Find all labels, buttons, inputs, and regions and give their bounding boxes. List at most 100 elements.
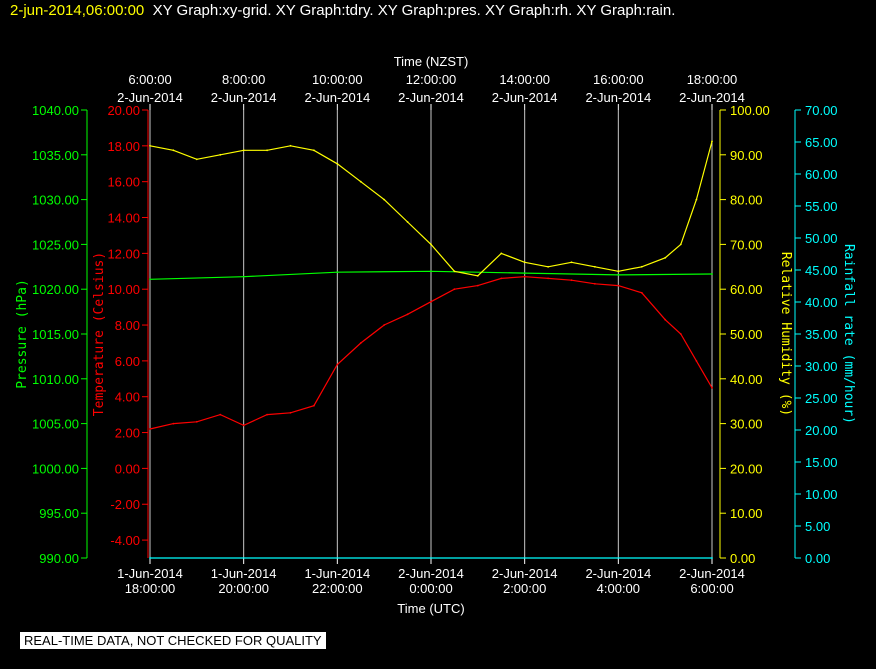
temperature-tick-label: 4.00 bbox=[115, 390, 140, 405]
humidity-tick-label: 30.00 bbox=[730, 417, 763, 432]
pressure-tick-label: 1000.00 bbox=[32, 461, 79, 476]
x-tick-label: 2-Jun-2014 bbox=[679, 566, 745, 581]
top-tick-label: 18:00:00 bbox=[687, 72, 738, 87]
pressure-tick-label: 1020.00 bbox=[32, 282, 79, 297]
series-rh-point bbox=[664, 256, 667, 259]
top-tick-label: 16:00:00 bbox=[593, 72, 644, 87]
series-pres-point bbox=[336, 271, 339, 274]
humidity-tick-label: 10.00 bbox=[730, 506, 763, 521]
x-tick-label: 2-Jun-2014 bbox=[398, 566, 464, 581]
top-tick-label: 2-Jun-2014 bbox=[585, 90, 651, 105]
series-rh-point bbox=[406, 221, 409, 223]
series-tdry-line bbox=[149, 276, 713, 430]
rain-tick-label: 40.00 bbox=[805, 295, 838, 310]
x-tick-label: 1-Jun-2014 bbox=[211, 566, 277, 581]
pressure-tick-label: 1035.00 bbox=[32, 148, 79, 163]
top-tick-label: 2-Jun-2014 bbox=[398, 90, 464, 105]
pressure-tick-label: 1040.00 bbox=[32, 103, 79, 118]
rain-tick-label: 35.00 bbox=[805, 327, 838, 342]
top-tick-label: 10:00:00 bbox=[312, 72, 363, 87]
series-rh-point bbox=[594, 265, 596, 268]
series-tdry-point bbox=[453, 288, 456, 291]
x-tick-label: 20:00:00 bbox=[218, 581, 269, 596]
series-rh-point bbox=[617, 270, 620, 273]
x-tick-label: 2-Jun-2014 bbox=[492, 566, 558, 581]
pressure-tick-label: 1015.00 bbox=[32, 327, 79, 342]
humidity-tick-label: 90.00 bbox=[730, 148, 763, 163]
series-pres-point bbox=[430, 270, 432, 273]
series-pres-point bbox=[617, 274, 620, 276]
temperature-tick-label: 10.00 bbox=[107, 282, 140, 297]
series-rh-point bbox=[219, 153, 222, 156]
humidity-tick-label: 40.00 bbox=[730, 372, 763, 387]
top-tick-label: 14:00:00 bbox=[499, 72, 550, 87]
series-tdry-point bbox=[570, 279, 573, 282]
temperature-tick-label: 0.00 bbox=[115, 461, 140, 476]
rain-tick-label: 30.00 bbox=[805, 359, 838, 374]
series-tdry-point bbox=[679, 333, 682, 335]
series-rh-point bbox=[336, 162, 339, 165]
series-tdry-point bbox=[695, 360, 698, 362]
series-rh-point bbox=[679, 243, 682, 246]
rain-tick-label: 0.00 bbox=[805, 551, 830, 566]
chart-header: 2-jun-2014,06:00:00 XY Graph:xy-grid. XY… bbox=[10, 2, 675, 19]
series-tdry-point bbox=[547, 277, 549, 280]
series-tdry-point bbox=[289, 411, 292, 414]
series-tdry-point bbox=[617, 284, 620, 287]
temperature-tick-label: -2.00 bbox=[110, 497, 140, 512]
x-tick-label: 1-Jun-2014 bbox=[117, 566, 183, 581]
temperature-tick-label: 14.00 bbox=[107, 211, 140, 226]
pressure-axis-label: Pressure (hPa) bbox=[15, 279, 30, 389]
humidity-axis-label: Relative Humidity (%) bbox=[778, 252, 793, 416]
series-rh-point bbox=[172, 149, 175, 152]
series-tdry-point bbox=[664, 318, 667, 321]
humidity-tick-label: 20.00 bbox=[730, 461, 763, 476]
series-tdry-point bbox=[500, 277, 503, 280]
pressure-tick-label: 990.00 bbox=[39, 551, 79, 566]
series-tdry-point bbox=[476, 284, 479, 287]
x-tick-label: 2:00:00 bbox=[503, 581, 546, 596]
series-tdry-point bbox=[313, 404, 315, 407]
x-tick-label: 18:00:00 bbox=[125, 581, 176, 596]
x-tick-label: 1-Jun-2014 bbox=[304, 566, 370, 581]
humidity-tick-label: 70.00 bbox=[730, 237, 763, 252]
rain-tick-label: 45.00 bbox=[805, 263, 838, 278]
pressure-tick-label: 995.00 bbox=[39, 506, 79, 521]
humidity-tick-label: 60.00 bbox=[730, 282, 763, 297]
temperature-tick-label: 6.00 bbox=[115, 354, 140, 369]
pressure-tick-label: 1005.00 bbox=[32, 417, 79, 432]
top-axis-label: Time (NZST) bbox=[394, 54, 469, 69]
pressure-tick-label: 1030.00 bbox=[32, 193, 79, 208]
pressure-tick-label: 1025.00 bbox=[32, 237, 79, 252]
temperature-tick-label: 2.00 bbox=[115, 426, 140, 441]
series-rh-line bbox=[149, 141, 713, 277]
series-rh-point bbox=[149, 144, 151, 147]
humidity-tick-label: 100.00 bbox=[730, 103, 770, 118]
series-tdry-point bbox=[359, 342, 362, 344]
series-rh-point bbox=[383, 198, 386, 201]
top-tick-label: 2-Jun-2014 bbox=[492, 90, 558, 105]
top-tick-label: 6:00:00 bbox=[128, 72, 171, 87]
temperature-tick-label: -4.00 bbox=[110, 533, 140, 548]
quality-disclaimer: REAL-TIME DATA, NOT CHECKED FOR QUALITY bbox=[20, 632, 326, 649]
series-tdry-point bbox=[711, 386, 713, 389]
rain-tick-label: 25.00 bbox=[805, 391, 838, 406]
temperature-tick-label: 12.00 bbox=[107, 246, 140, 261]
pressure-tick-label: 1010.00 bbox=[32, 372, 79, 387]
series-rh-point bbox=[523, 261, 526, 264]
rain-tick-label: 10.00 bbox=[805, 487, 838, 502]
top-tick-label: 2-Jun-2014 bbox=[117, 90, 183, 105]
series-pres-point bbox=[242, 275, 245, 278]
temperature-tick-label: 8.00 bbox=[115, 318, 140, 333]
series-rh-point bbox=[242, 149, 245, 152]
series-tdry-point bbox=[594, 282, 596, 285]
series-rh-point bbox=[640, 265, 643, 268]
temperature-tick-label: 16.00 bbox=[107, 175, 140, 190]
top-tick-label: 2-Jun-2014 bbox=[211, 90, 277, 105]
series-rh-point bbox=[359, 180, 362, 183]
humidity-tick-label: 80.00 bbox=[730, 193, 763, 208]
series-tdry-point bbox=[266, 413, 268, 416]
series-rh-point bbox=[430, 243, 432, 246]
series-rh-point bbox=[313, 149, 315, 152]
series-rh-point bbox=[476, 274, 479, 277]
